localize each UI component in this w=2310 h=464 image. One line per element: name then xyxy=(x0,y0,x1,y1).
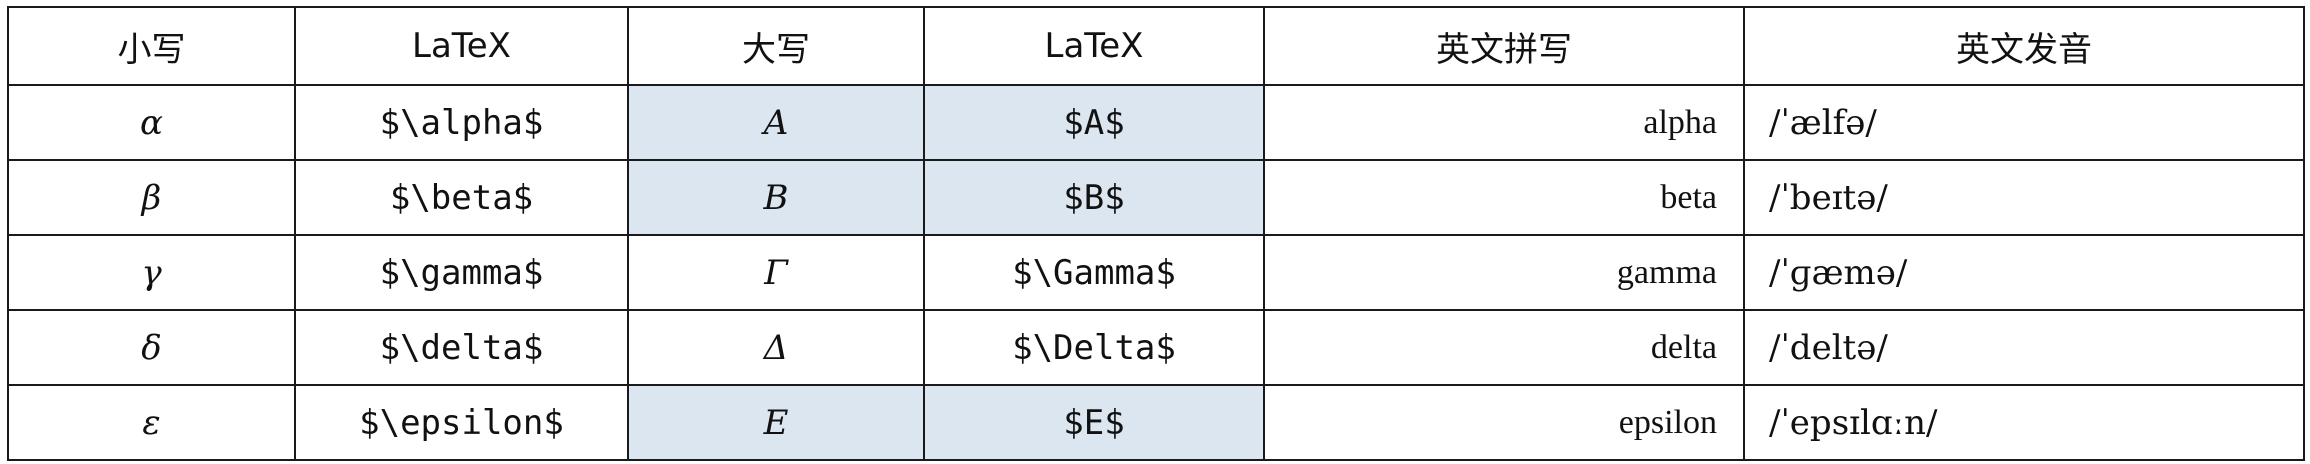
spelling-cell: alpha xyxy=(1263,84,1745,161)
header-row: 小写 LaTeX 大写 LaTeX 英文拼写 英文发音 xyxy=(7,6,2305,86)
uppercase-cell: Γ xyxy=(627,234,925,311)
lowercase-cell: α xyxy=(7,84,296,161)
pronunciation-cell: /ˈɡæmə/ xyxy=(1743,234,2305,311)
lowercase-cell: β xyxy=(7,159,296,236)
lowercase-cell: γ xyxy=(7,234,296,311)
uppercase-latex-cell: $B$ xyxy=(923,159,1265,236)
uppercase-latex-cell: $E$ xyxy=(923,384,1265,461)
uppercase-latex-cell: $\Gamma$ xyxy=(923,234,1265,311)
greek-alphabet-table: 小写 LaTeX 大写 LaTeX 英文拼写 英文发音 α $\alpha$ A… xyxy=(7,6,2305,461)
header-spelling: 英文拼写 xyxy=(1263,6,1745,86)
uppercase-cell: E xyxy=(627,384,925,461)
lowercase-latex-cell: $\gamma$ xyxy=(294,234,629,311)
lowercase-latex-cell: $\epsilon$ xyxy=(294,384,629,461)
pronunciation-cell: /ˈdeltə/ xyxy=(1743,309,2305,386)
header-pronunciation: 英文发音 xyxy=(1743,6,2305,86)
pronunciation-cell: /ˈælfə/ xyxy=(1743,84,2305,161)
lowercase-latex-cell: $\delta$ xyxy=(294,309,629,386)
spelling-cell: beta xyxy=(1263,159,1745,236)
table-row: δ $\delta$ Δ $\Delta$ delta /ˈdeltə/ xyxy=(7,309,2305,386)
uppercase-cell: A xyxy=(627,84,925,161)
pronunciation-cell: /ˈepsɪlɑːn/ xyxy=(1743,384,2305,461)
lowercase-latex-cell: $\alpha$ xyxy=(294,84,629,161)
header-lowercase-latex: LaTeX xyxy=(294,6,629,86)
lowercase-cell: ε xyxy=(7,384,296,461)
header-uppercase-latex: LaTeX xyxy=(923,6,1265,86)
uppercase-cell: Δ xyxy=(627,309,925,386)
uppercase-latex-cell: $\Delta$ xyxy=(923,309,1265,386)
uppercase-cell: B xyxy=(627,159,925,236)
table-row: α $\alpha$ A $A$ alpha /ˈælfə/ xyxy=(7,84,2305,161)
table-row: γ $\gamma$ Γ $\Gamma$ gamma /ˈɡæmə/ xyxy=(7,234,2305,311)
pronunciation-cell: /ˈbeɪtə/ xyxy=(1743,159,2305,236)
header-lowercase: 小写 xyxy=(7,6,296,86)
lowercase-latex-cell: $\beta$ xyxy=(294,159,629,236)
spelling-cell: gamma xyxy=(1263,234,1745,311)
lowercase-cell: δ xyxy=(7,309,296,386)
uppercase-latex-cell: $A$ xyxy=(923,84,1265,161)
spelling-cell: delta xyxy=(1263,309,1745,386)
header-uppercase: 大写 xyxy=(627,6,925,86)
table-row: β $\beta$ B $B$ beta /ˈbeɪtə/ xyxy=(7,159,2305,236)
table-row: ε $\epsilon$ E $E$ epsilon /ˈepsɪlɑːn/ xyxy=(7,384,2305,461)
spelling-cell: epsilon xyxy=(1263,384,1745,461)
